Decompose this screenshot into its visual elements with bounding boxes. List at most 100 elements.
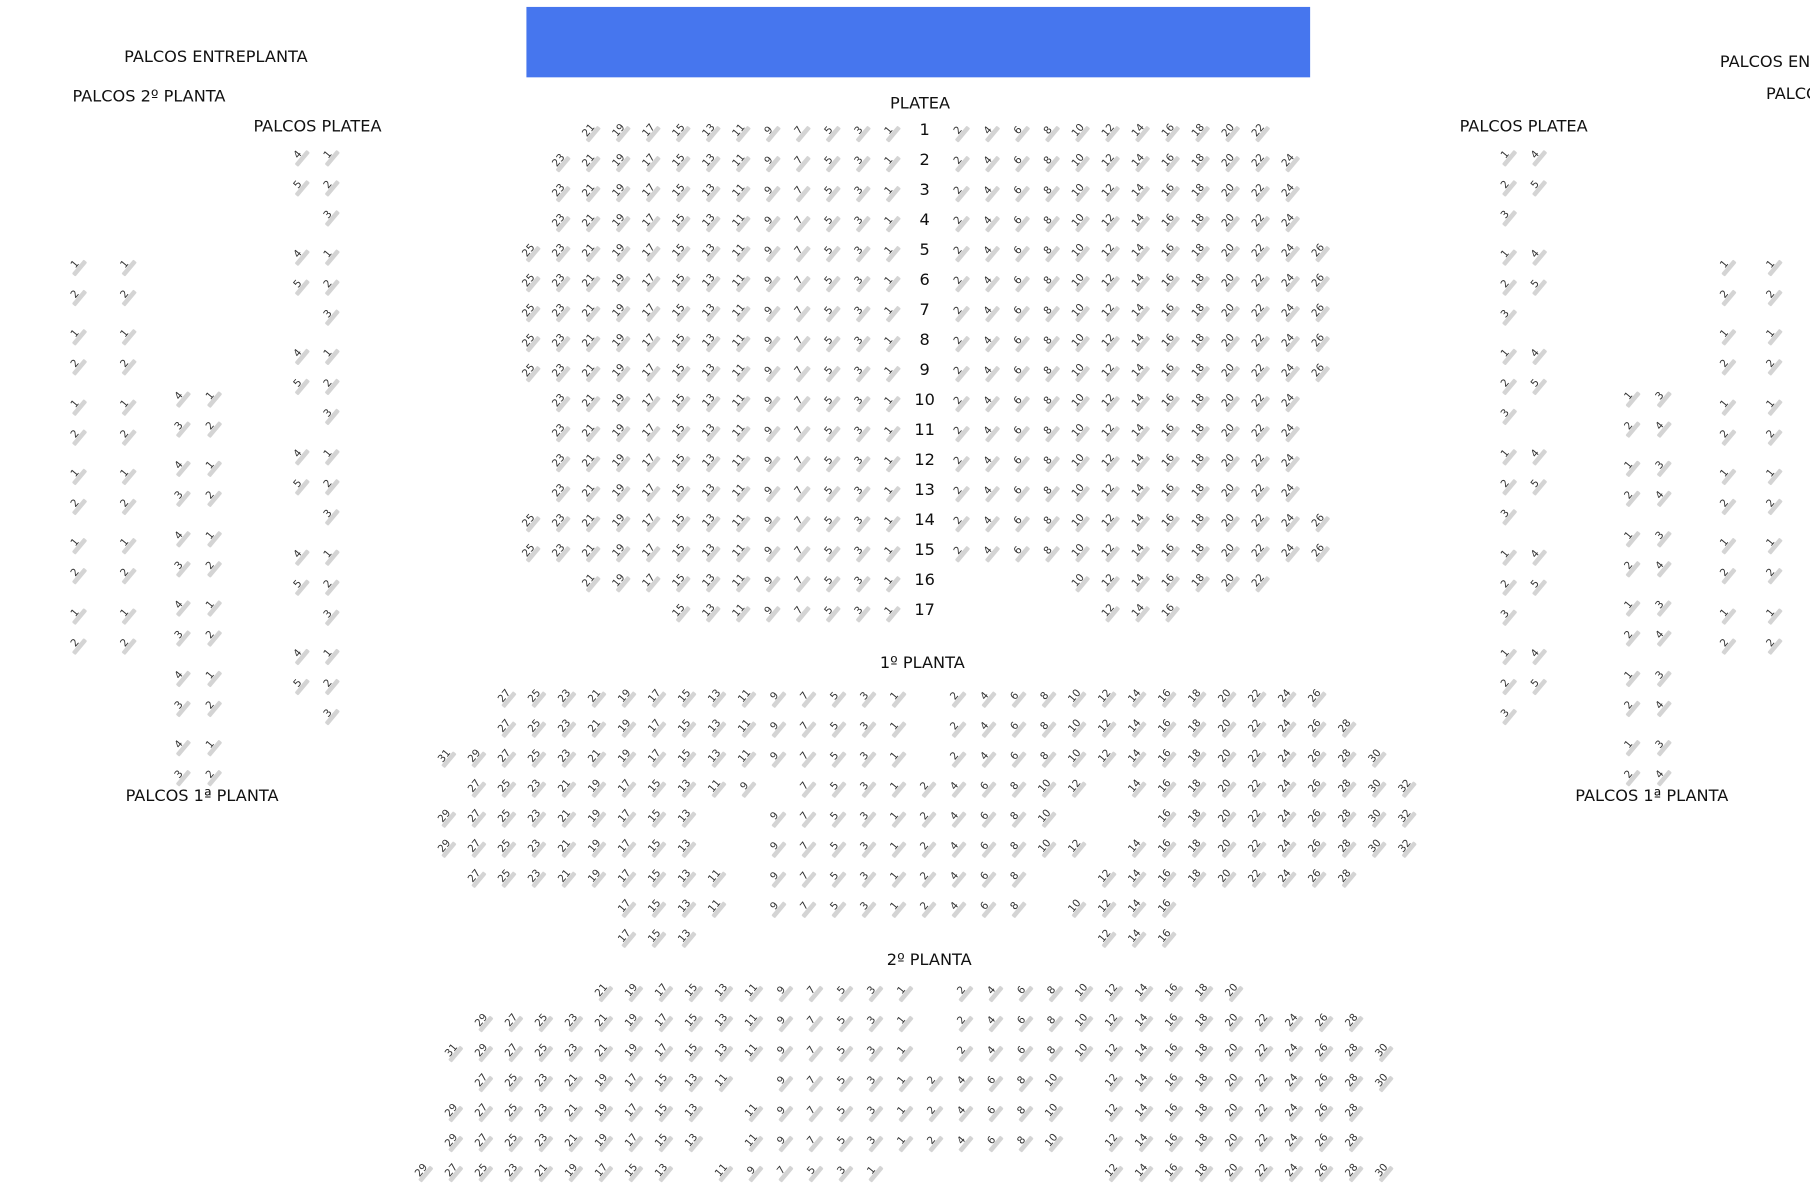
row-label: 5 — [919, 240, 929, 259]
seat: 1 — [888, 870, 907, 888]
seat-number: 32 — [1396, 837, 1414, 855]
seat: 2 — [1718, 288, 1737, 307]
seat-shape — [1767, 468, 1783, 486]
seat-number: 24 — [1279, 271, 1297, 289]
seat: 17 — [653, 1041, 674, 1063]
row-label: 14 — [914, 510, 935, 529]
seat-shape — [1168, 1166, 1184, 1183]
seat-shape — [1315, 516, 1330, 533]
seat-number: 28 — [1343, 1131, 1361, 1149]
seat-shape — [886, 396, 901, 413]
seat-number: 22 — [1249, 122, 1267, 140]
seat-number: 25 — [526, 747, 544, 765]
seat-number: 17 — [653, 981, 671, 999]
seat: 3 — [865, 1014, 884, 1033]
seat-number: 29 — [473, 1011, 491, 1029]
seat: 10 — [1069, 452, 1090, 473]
seat-shape — [735, 576, 751, 593]
seat: 8 — [1045, 984, 1064, 1003]
seat: 14 — [1129, 361, 1150, 383]
seat-shape — [1657, 700, 1672, 718]
seat-shape — [478, 1015, 494, 1033]
seat: 7 — [798, 870, 817, 888]
seat-shape — [1018, 985, 1034, 1003]
seat-shape — [585, 186, 601, 203]
seat-number: 20 — [1219, 212, 1237, 230]
seat: 19 — [610, 212, 631, 233]
seat: 4 — [955, 1074, 974, 1093]
seat-shape — [1401, 781, 1417, 798]
seat-number: 13 — [683, 1131, 701, 1149]
seat-shape — [1225, 126, 1240, 143]
seat: 23 — [550, 362, 571, 383]
seat: 8 — [1041, 394, 1060, 413]
seat: 3 — [858, 900, 877, 918]
seat: 2 — [951, 244, 970, 263]
seat-number: 14 — [1133, 981, 1151, 999]
seat: 23 — [550, 302, 571, 323]
seat-shape — [598, 985, 614, 1003]
seat-shape — [1165, 306, 1180, 323]
seat-shape — [471, 841, 487, 858]
seat-number: 14 — [1126, 747, 1144, 765]
seat: 2 — [68, 566, 87, 585]
seat-number: 20 — [1219, 122, 1237, 140]
seat: 9 — [762, 574, 781, 593]
seat-shape — [508, 1015, 524, 1033]
seat: 4 — [981, 184, 1000, 203]
seat-shape — [985, 396, 1000, 413]
seat: 4 — [948, 899, 967, 918]
seat: 1 — [865, 1164, 884, 1183]
seat-shape — [1191, 781, 1207, 798]
seat: 27 — [443, 1161, 464, 1183]
seat: 21 — [586, 687, 607, 708]
seat-shape — [1195, 576, 1210, 593]
seat-shape — [508, 1166, 524, 1183]
seat-number: 17 — [616, 837, 634, 855]
seat: 13 — [700, 332, 721, 353]
seat-shape — [856, 366, 871, 383]
seat: 21 — [580, 242, 601, 263]
seat-shape — [921, 841, 937, 858]
seat-number: 28 — [1336, 867, 1354, 885]
seat-shape — [1101, 931, 1117, 948]
seat: 13 — [700, 122, 721, 143]
seat-shape — [681, 781, 697, 798]
seat-number: 13 — [700, 452, 718, 470]
seat: 18 — [1186, 867, 1207, 888]
seat-shape — [628, 1135, 644, 1153]
seat: 26 — [1309, 302, 1330, 323]
seat: 5 — [822, 184, 841, 203]
seat-shape — [856, 486, 871, 503]
seat: 6 — [978, 870, 997, 888]
seat-number: 21 — [580, 392, 598, 410]
seat-shape — [441, 841, 457, 858]
seat: 7 — [798, 750, 817, 768]
seat-shape — [568, 1015, 584, 1033]
seat-shape — [525, 276, 541, 293]
seat-shape — [675, 516, 691, 533]
seat: 5 — [822, 274, 841, 293]
seat-shape — [1075, 156, 1090, 173]
seat-number: 24 — [1279, 451, 1297, 469]
seat-number: 19 — [610, 512, 628, 530]
seat-number: 23 — [550, 242, 568, 260]
seat: 4 — [1653, 768, 1672, 787]
seat-number: 13 — [700, 512, 718, 530]
seat-shape — [831, 721, 847, 738]
seat: 4 — [291, 347, 310, 365]
seat-shape — [741, 751, 757, 768]
seat: 7 — [798, 720, 817, 738]
seat-shape — [765, 186, 781, 203]
seat: 4 — [981, 274, 1000, 293]
seat-number: 15 — [670, 572, 688, 590]
seat-shape — [796, 186, 811, 203]
seat-shape — [838, 1015, 854, 1033]
seat: 1 — [203, 598, 222, 617]
seat: 20 — [1219, 422, 1240, 443]
seat-number: 10 — [1069, 482, 1087, 500]
seat-number: 12 — [1099, 272, 1117, 290]
seat: 20 — [1216, 687, 1237, 708]
seat-number: 27 — [496, 747, 514, 765]
